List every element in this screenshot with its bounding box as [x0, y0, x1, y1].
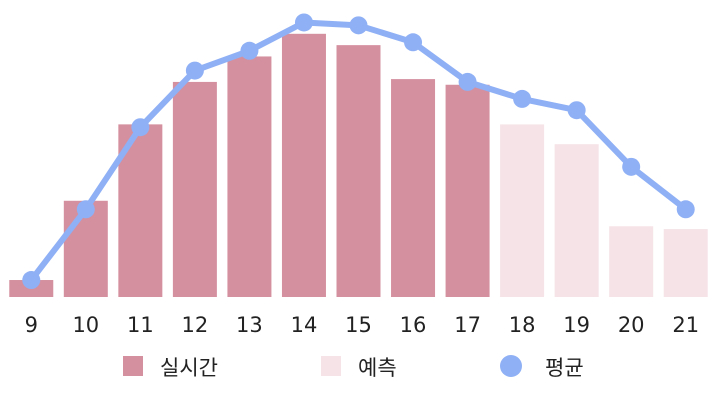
- legend-swatch-realtime: [123, 356, 143, 376]
- average-point-18: [513, 89, 532, 108]
- average-point-14: [294, 13, 313, 32]
- bar-realtime-15: [336, 45, 381, 297]
- average-point-16: [404, 33, 423, 52]
- bar-realtime-12: [172, 81, 217, 297]
- bars-layer: [9, 33, 708, 298]
- x-tick-label-11: 11: [127, 313, 154, 337]
- x-tick-label-13: 13: [236, 313, 263, 337]
- legend: 실시간 예측 평균: [123, 355, 584, 380]
- bar-forecast-18: [500, 124, 545, 298]
- legend-marker-average: [500, 355, 522, 377]
- x-tick-label-16: 16: [400, 313, 427, 337]
- average-point-20: [622, 157, 641, 176]
- average-point-10: [76, 200, 95, 219]
- x-tick-label-17: 17: [454, 313, 481, 337]
- average-line-layer: [22, 13, 695, 290]
- x-tick-label-14: 14: [291, 313, 318, 337]
- average-point-11: [131, 118, 150, 137]
- bar-forecast-20: [609, 226, 654, 297]
- average-point-17: [458, 72, 477, 91]
- average-point-15: [349, 16, 368, 35]
- bar-realtime-16: [391, 79, 436, 297]
- bar-realtime-17: [445, 84, 490, 297]
- x-tick-label-15: 15: [345, 313, 372, 337]
- average-point-19: [567, 101, 586, 120]
- legend-swatch-forecast: [321, 356, 341, 376]
- average-point-13: [240, 41, 259, 60]
- x-tick-label-18: 18: [509, 313, 536, 337]
- x-tick-label-9: 9: [25, 313, 38, 337]
- bar-realtime-13: [227, 56, 272, 298]
- bar-forecast-21: [663, 229, 708, 297]
- x-tick-label-19: 19: [563, 313, 590, 337]
- legend-label-forecast: 예측: [358, 356, 397, 380]
- legend-label-average: 평균: [545, 356, 584, 380]
- bar-forecast-19: [554, 144, 599, 297]
- x-tick-label-12: 12: [182, 313, 209, 337]
- x-tick-label-10: 10: [72, 313, 99, 337]
- average-point-12: [185, 61, 204, 80]
- average-point-21: [676, 200, 695, 219]
- x-tick-label-21: 21: [672, 313, 699, 337]
- legend-label-realtime: 실시간: [160, 356, 218, 380]
- bar-realtime-14: [281, 33, 326, 298]
- x-axis-ticks: 9 10 11 12 13 14 15 16 17 18 19 20 21: [25, 313, 700, 337]
- average-point-9: [22, 271, 41, 290]
- x-tick-label-20: 20: [618, 313, 645, 337]
